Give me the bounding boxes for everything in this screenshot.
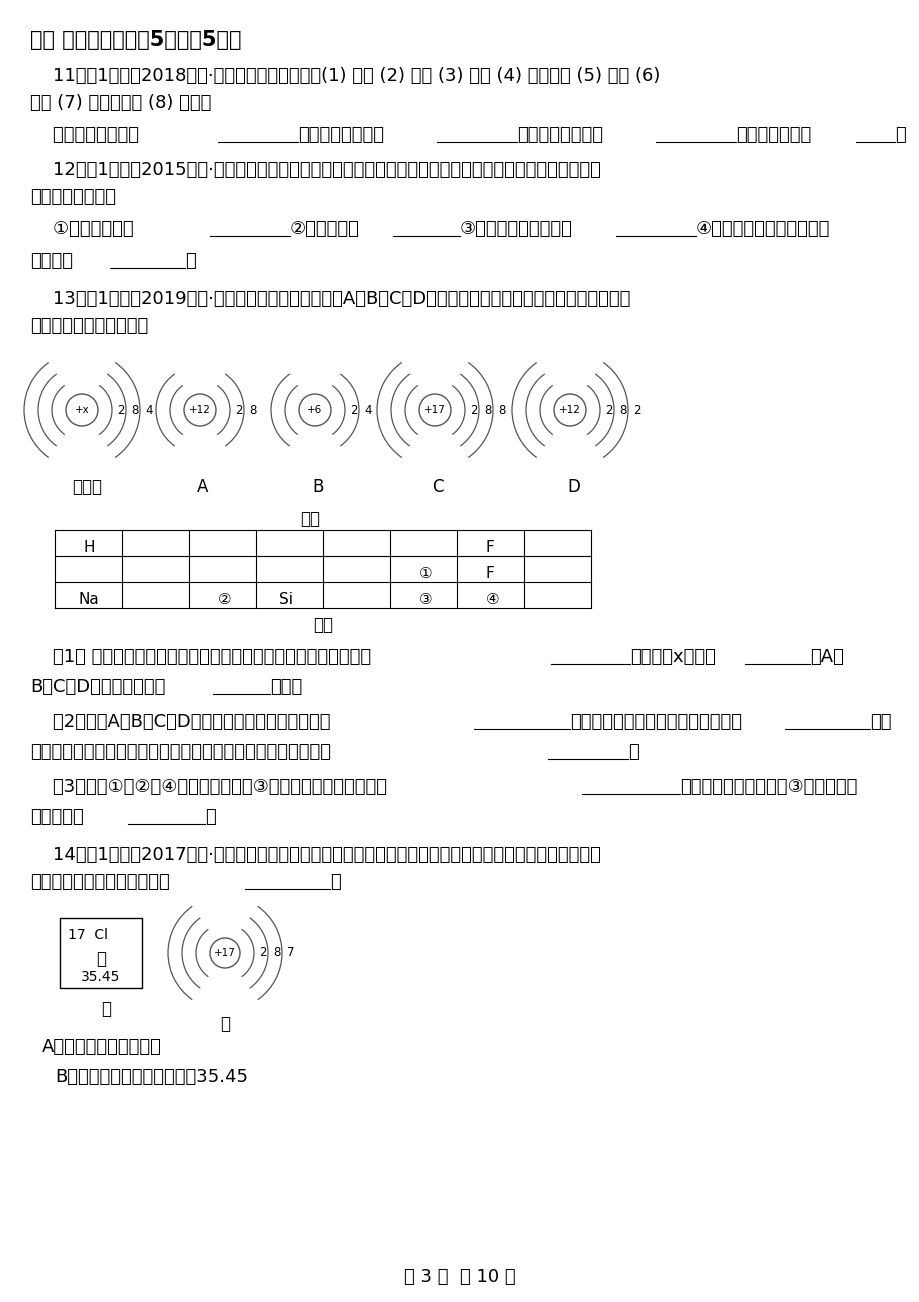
Text: A: A <box>197 478 208 496</box>
Text: 硅原子: 硅原子 <box>72 478 102 496</box>
Text: +12: +12 <box>189 405 210 415</box>
Text: 。: 。 <box>628 743 638 760</box>
Text: 8: 8 <box>618 404 626 417</box>
Text: 8: 8 <box>483 404 491 417</box>
Text: 4: 4 <box>364 404 371 417</box>
Text: +17: +17 <box>214 948 235 958</box>
Text: 。: 。 <box>205 809 216 825</box>
Text: +6: +6 <box>307 405 323 415</box>
Text: ③原子中数目相等的是: ③原子中数目相等的是 <box>460 220 573 238</box>
Text: +12: +12 <box>559 405 580 415</box>
Text: ；图一中x的值是: ；图一中x的值是 <box>630 648 715 667</box>
Text: 。: 。 <box>185 253 196 270</box>
Text: 2: 2 <box>349 404 357 417</box>
Text: ；属于化合物的是: ；属于化合物的是 <box>516 126 602 145</box>
Text: A．该元素属于金属元素: A．该元素属于金属元素 <box>42 1038 162 1056</box>
Text: 17  Cl: 17 Cl <box>68 928 108 943</box>
Text: 11．（1分）（2018九上·滨州月考）下列物质：(1) 空气 (2) 氮气 (3) 铜丝 (4) 二氧化碳 (5) 液氧 (6): 11．（1分）（2018九上·滨州月考）下列物质：(1) 空气 (2) 氮气 (… <box>30 66 660 85</box>
Text: +17: +17 <box>424 405 446 415</box>
Text: 2: 2 <box>117 404 124 417</box>
Text: ①带正电荷的是: ①带正电荷的是 <box>30 220 133 238</box>
Text: 同一族的是: 同一族的是 <box>30 809 84 825</box>
Text: 字母序号），其中的阳离子与阴离子所形成的化合物的化学式为: 字母序号），其中的阳离子与阴离子所形成的化合物的化学式为 <box>30 743 331 760</box>
Text: 第 3 页  共 10 页: 第 3 页 共 10 页 <box>403 1268 516 1286</box>
Text: 种元素: 种元素 <box>269 678 302 697</box>
Text: 13．（1分）（2019九上·诸城期中）图一是硅原子及A，B，C，D四种粒子的结构示意图，图二是部分元素周: 13．（1分）（2019九上·诸城期中）图一是硅原子及A，B，C，D四种粒子的结… <box>30 290 630 309</box>
Text: （2）图一A，B，C，D中与硅元素化学性质相似的是: （2）图一A，B，C，D中与硅元素化学性质相似的是 <box>30 713 330 730</box>
Text: （3）图二①、②、④三处元素中，与③处元素属于同一周期的是: （3）图二①、②、④三处元素中，与③处元素属于同一周期的是 <box>30 779 387 796</box>
Text: 8: 8 <box>497 404 505 417</box>
Text: （填序号，下同），与③处元素属于: （填序号，下同），与③处元素属于 <box>679 779 857 796</box>
Text: 8: 8 <box>130 404 138 417</box>
Text: 2: 2 <box>470 404 477 417</box>
Text: ①: ① <box>418 566 432 581</box>
Text: C: C <box>432 478 443 496</box>
Text: 乙: 乙 <box>220 1016 230 1032</box>
Text: F: F <box>485 566 494 581</box>
Text: B，C，D四种粒子共表示: B，C，D四种粒子共表示 <box>30 678 165 697</box>
Text: （填: （填 <box>869 713 891 730</box>
Text: 14．（1分）（2017九上·高安期中）如图所示，甲是某元素在周期表中的相关信息，乙是该元素原子的结构: 14．（1分）（2017九上·高安期中）如图所示，甲是某元素在周期表中的相关信息… <box>30 846 600 865</box>
Bar <box>60 918 142 988</box>
Text: ③: ③ <box>418 592 432 607</box>
Text: ；属于单质的是: ；属于单质的是 <box>735 126 811 145</box>
Text: 图二: 图二 <box>312 616 333 634</box>
Text: 氯: 氯 <box>96 950 106 967</box>
Text: D: D <box>566 478 579 496</box>
Text: 2: 2 <box>259 947 267 960</box>
Text: Na: Na <box>78 592 99 607</box>
Text: F: F <box>485 540 494 555</box>
Text: ）: ） <box>330 874 340 891</box>
Text: 其中属于混合物是: 其中属于混合物是 <box>30 126 139 145</box>
Text: 2: 2 <box>605 404 612 417</box>
Text: B: B <box>312 478 323 496</box>
Text: ；A，: ；A， <box>809 648 843 667</box>
Text: 图一: 图一 <box>300 510 320 529</box>
Text: ②: ② <box>217 592 231 607</box>
Text: ④能保持物质化学性质最小: ④能保持物质化学性质最小 <box>696 220 830 238</box>
Text: 2: 2 <box>234 404 243 417</box>
Text: ；: ； <box>894 126 905 145</box>
Text: H: H <box>84 540 95 555</box>
Text: 12．（1分）（2015九上·中卫期中）在分子、原子、质子、中子、电子等粒子中，找出符合下列条件的粒子: 12．（1分）（2015九上·中卫期中）在分子、原子、质子、中子、电子等粒子中，… <box>30 161 600 178</box>
Text: B．该元素的相对原子质量为35.45: B．该元素的相对原子质量为35.45 <box>55 1068 248 1086</box>
Text: 8: 8 <box>273 947 280 960</box>
Text: （1） 硅单质的构成微粒与金属单质相同，则构成硅单质的微粒是: （1） 硅单质的构成微粒与金属单质相同，则构成硅单质的微粒是 <box>30 648 370 667</box>
Text: 4: 4 <box>145 404 153 417</box>
Text: ；属于纯净物的是: ；属于纯净物的是 <box>298 126 383 145</box>
Text: 氢气 (7) 冰水共存物 (8) 水银。: 氢气 (7) 冰水共存物 (8) 水银。 <box>30 94 211 112</box>
Text: ④: ④ <box>485 592 499 607</box>
Text: ②不显电性的: ②不显电性的 <box>289 220 359 238</box>
Text: 8: 8 <box>249 404 256 417</box>
Text: +x: +x <box>74 405 89 415</box>
Text: 填在相应的横线上: 填在相应的横线上 <box>30 187 116 206</box>
Text: 二、 选择填充题（共5题；共5分）: 二、 选择填充题（共5题；共5分） <box>30 30 242 49</box>
Text: 7: 7 <box>287 947 294 960</box>
Text: 示意图。以下说法正确的是（: 示意图。以下说法正确的是（ <box>30 874 170 891</box>
Text: 甲: 甲 <box>101 1000 111 1018</box>
Text: 35.45: 35.45 <box>81 970 120 984</box>
Text: 的粒子是: 的粒子是 <box>30 253 73 270</box>
Text: 2: 2 <box>632 404 640 417</box>
Text: （填字母序号），达到稳定结构的是: （填字母序号），达到稳定结构的是 <box>570 713 742 730</box>
Text: Si: Si <box>279 592 293 607</box>
Text: 期表，请回答下列问题：: 期表，请回答下列问题： <box>30 316 148 335</box>
